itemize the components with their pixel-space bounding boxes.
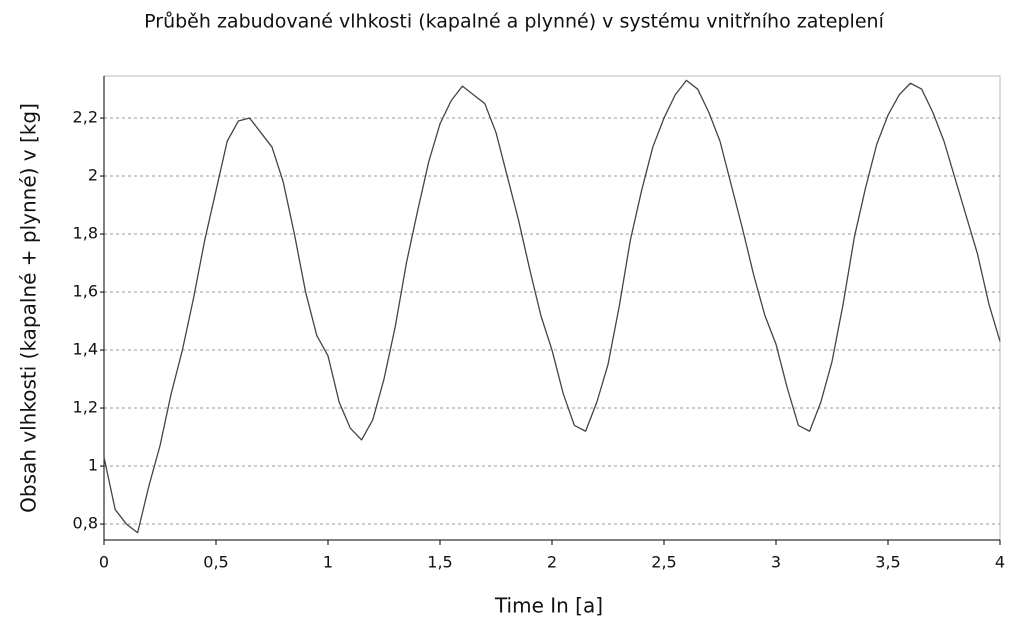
plot-frame [103,75,1001,541]
x-axis-label: Time In [a] [494,594,603,618]
y-tick-label: 1,6 [73,282,98,301]
x-tick-label: 2,5 [651,553,676,572]
y-tick-label: 1,4 [73,340,98,359]
x-tick-label: 3,5 [875,553,900,572]
data-line [103,79,1001,534]
y-tick-label: 2 [88,166,98,185]
x-tick-label: 2 [547,553,557,572]
y-tick-label: 0,8 [73,514,98,533]
chart-title: Průběh zabudované vlhkosti (kapalné a pl… [144,11,884,33]
y-tick-label: 1 [88,456,98,475]
y-tick-label: 2,2 [73,108,98,127]
x-tick-label: 1,5 [427,553,452,572]
x-tick-label: 4 [995,553,1005,572]
y-axis-label: Obsah vlhkosti (kapalné + plynné) v [kg] [17,103,41,513]
x-tick-label: 0 [99,553,109,572]
y-tick-label: 1,8 [73,224,98,243]
x-tick-label: 3 [771,553,781,572]
x-tick-label: 0,5 [203,553,228,572]
y-tick-label: 1,2 [73,398,98,417]
x-tick-label: 1 [323,553,333,572]
